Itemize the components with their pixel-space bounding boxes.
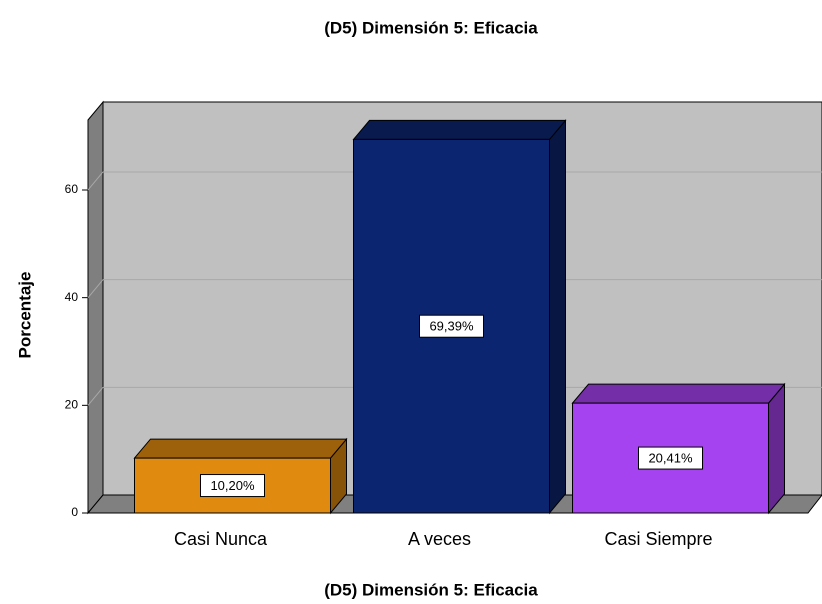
y-tick-label: 60 bbox=[65, 182, 79, 196]
x-tick-label: A veces bbox=[408, 529, 471, 549]
grid-line bbox=[87, 387, 104, 406]
value-label: 69,39% bbox=[429, 319, 474, 334]
y-tick-label: 40 bbox=[65, 290, 79, 304]
bar-top bbox=[571, 383, 786, 404]
grid-line bbox=[87, 171, 104, 191]
grid-line bbox=[87, 279, 104, 298]
bar-top bbox=[133, 438, 348, 459]
y-axis-title: Porcentaje bbox=[15, 272, 34, 359]
value-label: 20,41% bbox=[648, 450, 693, 465]
value-label-box bbox=[419, 314, 484, 338]
x-tick-label: Casi Nunca bbox=[174, 529, 268, 549]
y-tick-label: 0 bbox=[71, 505, 78, 519]
bar-top bbox=[352, 119, 567, 140]
x-tick-label: Casi Siempre bbox=[604, 529, 712, 549]
x-axis-title: (D5) Dimensión 5: Eficacia bbox=[324, 580, 538, 599]
side-wall bbox=[87, 100, 104, 515]
value-label-box bbox=[200, 474, 265, 498]
y-tick-label: 20 bbox=[65, 398, 79, 412]
value-label-box bbox=[638, 446, 703, 470]
chart-title: (D5) Dimensión 5: Eficacia bbox=[324, 18, 538, 37]
value-label: 10,20% bbox=[210, 478, 255, 493]
bar-side bbox=[768, 382, 785, 515]
bar-side bbox=[549, 119, 566, 515]
